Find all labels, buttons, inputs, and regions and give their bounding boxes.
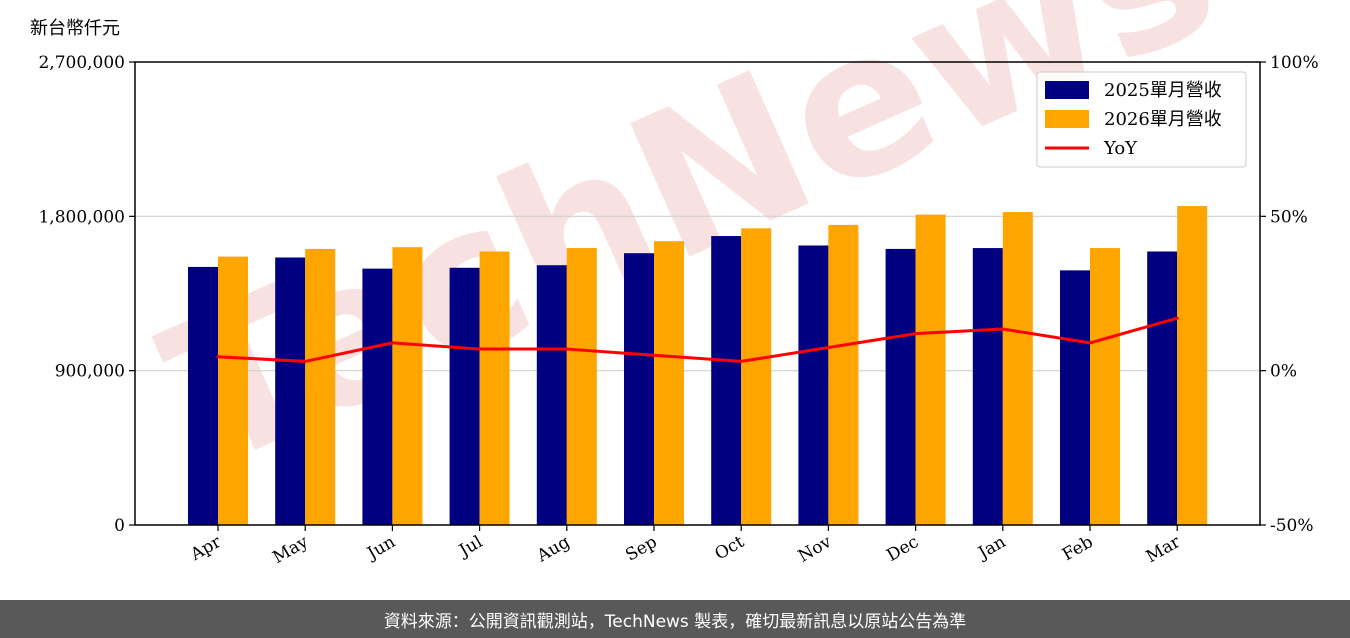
bar-2025-dec <box>885 248 916 526</box>
bar-2025-oct <box>711 236 742 525</box>
yoy-point-jun <box>390 341 394 345</box>
yoy-point-oct <box>739 359 743 363</box>
bar-2025-sep <box>624 253 654 526</box>
y2-tick-label: 50% <box>1270 207 1308 227</box>
bar-2026-oct <box>741 228 772 525</box>
yoy-line <box>217 316 1178 363</box>
yoy-point-jul <box>478 347 482 351</box>
bar-2025-nov <box>798 245 829 526</box>
bar-2026-jul <box>479 251 510 525</box>
bar-2025-jul <box>449 267 480 525</box>
legend: 2025單月營收 2026單月營收 YoY <box>1036 71 1247 168</box>
x-tick-label-jan: Jan <box>973 532 1009 564</box>
bar-2026-nov <box>828 224 859 525</box>
yoy-point-dec <box>914 332 918 336</box>
bar-2025-aug <box>536 265 567 525</box>
y-tick-label: 2,700,000 <box>38 53 125 73</box>
bar-2026-sep <box>654 241 684 525</box>
revenue-chart: 新台幣仟元 TechNews 0 900,000 1,800,000 2,700,000… <box>30 0 1319 568</box>
legend-swatch-1 <box>1045 110 1089 128</box>
bar-2026-jan <box>1002 212 1033 525</box>
x-tick-label-may: May <box>270 532 313 568</box>
y-axis-label: 新台幣仟元 <box>30 18 120 39</box>
bar-2026-dec <box>915 214 946 525</box>
x-tick-label-aug: Aug <box>533 532 574 567</box>
y-tick-label: 1,800,000 <box>38 207 125 227</box>
x-tick-label-jun: Jun <box>362 532 399 565</box>
yoy-point-aug <box>565 347 569 351</box>
y-tick-label: 0 <box>114 516 125 536</box>
x-tick-label-nov: Nov <box>795 532 835 567</box>
bar-2026-may <box>305 248 336 526</box>
bar-2025-jun <box>362 268 393 525</box>
y-tick-label: 900,000 <box>55 362 125 382</box>
yoy-point-feb <box>1088 341 1092 345</box>
bar-2026-aug <box>566 248 597 525</box>
x-tick-label-feb: Feb <box>1059 532 1097 565</box>
bar-2025-jan <box>972 248 1003 525</box>
source-footer: 資料來源：公開資訊觀測站，TechNews 製表，確切最新訊息以原站公告為準 <box>0 600 1350 638</box>
bar-2025-may <box>275 257 306 525</box>
x-tick-label-mar: Mar <box>1143 532 1185 568</box>
x-tick-label-sep: Sep <box>622 532 660 566</box>
x-tick-label-apr: Apr <box>187 532 226 566</box>
bar-2026-apr <box>218 256 248 525</box>
x-tick-label-oct: Oct <box>711 532 747 565</box>
yoy-point-sep <box>652 353 656 357</box>
yoy-point-mar <box>1175 316 1179 320</box>
y2-tick-label: -50% <box>1270 516 1314 536</box>
y2-tick-label: 100% <box>1270 53 1319 73</box>
yoy-point-nov <box>826 346 830 350</box>
yoy-point-jan <box>1001 327 1005 331</box>
bar-2025-feb <box>1060 270 1090 525</box>
bar-2026-mar <box>1177 206 1208 526</box>
footer-text: 資料來源：公開資訊觀測站，TechNews 製表，確切最新訊息以原站公告為準 <box>383 611 967 632</box>
legend-box <box>1036 71 1247 168</box>
plot-frame <box>134 61 1261 526</box>
legend-label-1: 2026單月營收 <box>1104 109 1222 130</box>
chart-svg: TechNews0900,0001,800,0002,700,000-50%0%… <box>38 0 1319 568</box>
legend-swatch-0 <box>1045 81 1089 99</box>
bar-2026-feb <box>1090 248 1120 525</box>
x-tick-label-dec: Dec <box>883 532 922 566</box>
x-tick-label-jul: Jul <box>454 532 486 562</box>
bar-2026-jun <box>392 247 423 525</box>
legend-label-0: 2025單月營收 <box>1104 80 1222 101</box>
bar-2025-apr <box>188 266 218 525</box>
legend-label-2: YoY <box>1103 138 1138 159</box>
yoy-point-may <box>303 359 307 363</box>
yoy-point-apr <box>216 355 220 359</box>
bar-2025-mar <box>1147 251 1178 525</box>
y2-tick-label: 0% <box>1270 362 1297 382</box>
